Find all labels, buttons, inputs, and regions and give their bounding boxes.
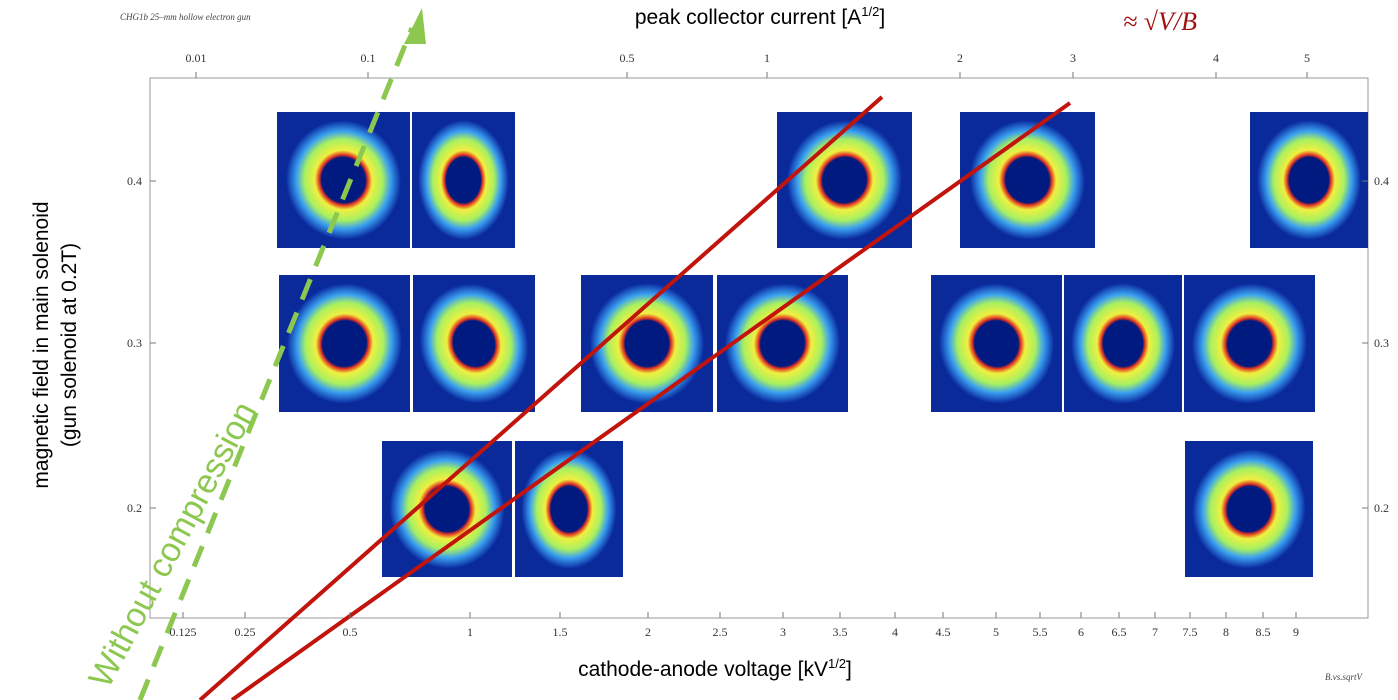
bottom-tick-label: 2.5 — [713, 625, 728, 639]
plot-frame — [149, 77, 1369, 619]
top-tick-label: 0.1 — [361, 51, 376, 65]
top-tick-label: 0.01 — [186, 51, 207, 65]
top-tick-label: 4 — [1213, 51, 1219, 65]
beam-ring — [938, 283, 1055, 404]
bottom-tick-label: 0.125 — [170, 625, 197, 639]
beam-ring — [1257, 120, 1361, 240]
top-tick-label: 1 — [764, 51, 770, 65]
y-axis-label: (gun solenoid at 0.2T) — [58, 243, 81, 447]
beam-ring — [1191, 283, 1308, 404]
bottom-tick-label: 6.5 — [1112, 625, 1127, 639]
beam-ring — [589, 283, 705, 404]
bottom-tick-label: 4 — [892, 625, 898, 639]
right-tick-label: 0.3 — [1374, 336, 1389, 350]
bottom-tick-label: 0.25 — [235, 625, 256, 639]
bottom-tick-label: 8 — [1223, 625, 1229, 639]
beam-ring — [389, 449, 505, 569]
beam-ring — [787, 120, 902, 240]
y-tick-label: 0.2 — [127, 501, 142, 515]
bottom-tick-label: 1 — [467, 625, 473, 639]
formula: ≈ √V/B — [1123, 7, 1197, 36]
bottom-tick-label: 8.5 — [1256, 625, 1271, 639]
right-tick-label: 0.4 — [1374, 174, 1389, 188]
top-tick-label: 2 — [957, 51, 963, 65]
beam-ring — [521, 449, 617, 569]
y-tick-label: 0.4 — [127, 174, 142, 188]
compression-arrow — [137, 27, 415, 700]
y-axis-label: magnetic field in main solenoid — [30, 201, 53, 488]
beam-ring — [970, 120, 1085, 240]
bottom-tick-label: 5 — [993, 625, 999, 639]
right-tick-label: 0.2 — [1374, 501, 1389, 515]
beam-ring — [418, 120, 509, 240]
arrow-head — [404, 8, 426, 44]
fit-line — [198, 95, 884, 700]
beam-images — [277, 112, 1368, 577]
beam-ring — [419, 283, 529, 404]
file-tag: B.vs.sqrtV — [1325, 672, 1364, 682]
bottom-tick-label: 6 — [1078, 625, 1084, 639]
annotation: Without compression — [82, 396, 265, 694]
beam-ring — [1071, 283, 1175, 404]
bottom-tick-label: 3.5 — [833, 625, 848, 639]
beam-ring — [286, 120, 401, 240]
top-tick-label: 0.5 — [620, 51, 635, 65]
top-tick-label: 3 — [1070, 51, 1076, 65]
bottom-tick-label: 0.5 — [343, 625, 358, 639]
bottom-tick-label: 7 — [1152, 625, 1158, 639]
bottom-tick-label: 1.5 — [553, 625, 568, 639]
beam-ring — [1192, 449, 1306, 569]
beam-ring — [286, 283, 403, 404]
bottom-tick-label: 9 — [1293, 625, 1299, 639]
bottom-tick-label: 3 — [780, 625, 786, 639]
bottom-tick-label: 5.5 — [1033, 625, 1048, 639]
bottom-tick-label: 2 — [645, 625, 651, 639]
beam-ring — [724, 283, 841, 404]
bottom-axis-label: cathode-anode voltage [kV1/2] — [578, 656, 852, 681]
top-tick-label: 5 — [1304, 51, 1310, 65]
bottom-tick-label: 7.5 — [1183, 625, 1198, 639]
fit-line — [230, 101, 1072, 700]
y-tick-label: 0.3 — [127, 336, 142, 350]
top-axis-label: peak collector current [A1/2] — [635, 4, 885, 29]
caption: CHG1b 25–mm hollow electron gun — [120, 12, 251, 22]
bottom-tick-label: 4.5 — [936, 625, 951, 639]
